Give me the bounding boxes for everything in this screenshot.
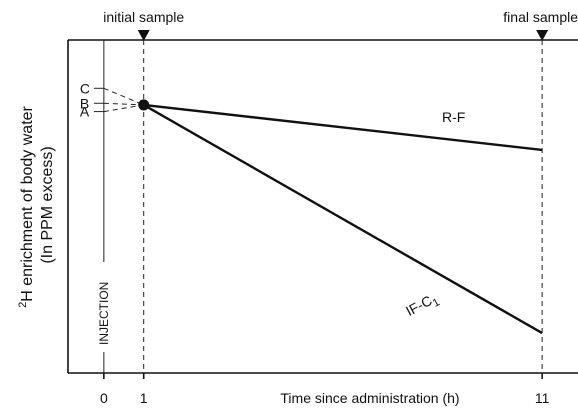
y-axis-label-line2: (In PPM excess) bbox=[39, 146, 56, 263]
x-ticks: 0 1 11 bbox=[100, 373, 550, 406]
x-tick-label-11: 11 bbox=[535, 390, 550, 406]
x-tick-label-1: 1 bbox=[140, 390, 148, 406]
extrapolation-lines: CBA bbox=[80, 80, 144, 120]
y-axis-label-main: H enrichment of body water bbox=[19, 105, 36, 301]
initial-sample-marker bbox=[137, 30, 150, 41]
series-line-r-f bbox=[143, 103, 543, 152]
final-sample-label: final sample bbox=[503, 9, 578, 25]
x-tick-label-0: 0 bbox=[100, 390, 108, 406]
series-label-r-f: R-F bbox=[442, 109, 465, 125]
series-label-if-c1-sub: 1 bbox=[431, 296, 442, 309]
series-label-if-c1: IF-C1 bbox=[403, 289, 442, 322]
common-point bbox=[138, 99, 150, 111]
extrapolation-line-b bbox=[103, 102, 144, 106]
extrapolation-line-c bbox=[103, 87, 144, 106]
extrapolation-label-b: B bbox=[80, 95, 89, 111]
extrapolation-label-a: A bbox=[80, 104, 90, 120]
y-axis-label-line1: 2H enrichment of body water bbox=[17, 105, 36, 307]
extrapolation-label-c: C bbox=[80, 80, 90, 96]
final-sample-marker bbox=[536, 30, 549, 41]
x-axis-label: Time since administration (h) bbox=[280, 390, 459, 406]
extrapolation-line-a bbox=[103, 104, 144, 113]
injection-label-background bbox=[97, 262, 110, 352]
series-label-if-c1-base: IF-C bbox=[403, 292, 435, 319]
series-line-if-c1 bbox=[143, 103, 543, 335]
y-axis-label-sup: 2 bbox=[17, 302, 29, 308]
injection-label: INJECTION bbox=[97, 282, 111, 345]
initial-sample-label: initial sample bbox=[103, 9, 184, 25]
